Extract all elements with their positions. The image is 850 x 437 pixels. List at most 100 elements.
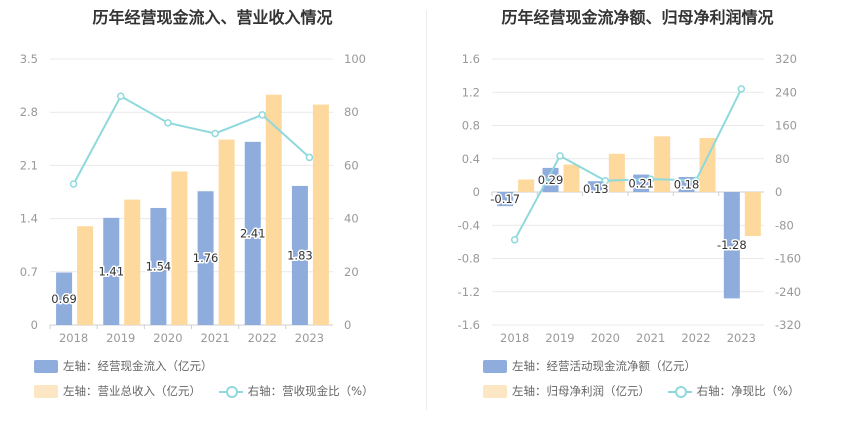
line-point bbox=[601, 177, 610, 185]
legend-line-marker-icon bbox=[218, 385, 243, 398]
left-legend-row-1: 左轴：经营现金流入（亿元） bbox=[34, 358, 227, 376]
bar-blue bbox=[497, 192, 514, 207]
y-right-tick-label: 20 bbox=[344, 265, 359, 279]
x-tick-label: 2018 bbox=[500, 331, 529, 345]
data-label: 0.69 bbox=[51, 292, 77, 306]
data-label: 1.41 bbox=[98, 264, 124, 278]
y-right-tick-label: 0 bbox=[344, 318, 351, 332]
data-label: -1.28 bbox=[717, 238, 747, 252]
x-tick-label: 2020 bbox=[153, 331, 182, 345]
y-right-tick-label: 0 bbox=[775, 185, 782, 199]
bar-blue bbox=[587, 181, 604, 192]
legend-label: 右轴：净现比（%） bbox=[696, 384, 800, 398]
line-series bbox=[72, 94, 311, 185]
y-right-tick-label: 40 bbox=[344, 212, 359, 226]
y-right-tick-label: 320 bbox=[775, 52, 797, 66]
y-left-tick-label: -1.2 bbox=[458, 285, 480, 299]
legend-swatch-orange bbox=[483, 384, 507, 398]
legend-swatch-blue bbox=[34, 359, 58, 373]
line-point bbox=[117, 92, 125, 100]
left-chart-title: 历年经营现金流入、营业收入情况 bbox=[92, 8, 333, 27]
line-point bbox=[211, 129, 219, 138]
bar-orange bbox=[608, 153, 625, 192]
line-point bbox=[510, 236, 519, 244]
y-left-tick-label: -0.4 bbox=[458, 218, 480, 232]
y-right-tick-label: -160 bbox=[775, 252, 801, 266]
line-point bbox=[258, 111, 266, 119]
y-right-tick-label: 240 bbox=[775, 85, 797, 99]
x-tick-label: 2019 bbox=[545, 331, 574, 345]
bar-blue bbox=[542, 167, 559, 192]
line-point bbox=[737, 85, 746, 93]
right-legend-blue[interactable]: 左轴：经营活动现金流净额（亿元） bbox=[483, 358, 696, 374]
data-label-halo: 2.41 bbox=[240, 226, 266, 240]
x-tick-label: 2019 bbox=[106, 331, 135, 345]
bar-orange bbox=[699, 137, 716, 192]
left-chart-panel: 历年经营现金流入、营业收入情况 0 0.7 1.4 2.1 2.8 3.5 0 20 40 60 8… bbox=[20, 8, 374, 399]
y-right-tick-label: 160 bbox=[775, 119, 797, 133]
data-label-halo: 0.21 bbox=[628, 176, 654, 190]
bar-orange bbox=[171, 171, 188, 325]
x-tick-label: 2020 bbox=[591, 331, 620, 345]
data-label: 2.41 bbox=[240, 226, 266, 240]
data-label-halo: 1.83 bbox=[287, 248, 313, 262]
right-legend-row-1: 左轴：经营活动现金流净额（亿元） bbox=[483, 358, 710, 376]
x-tick-label: 2021 bbox=[636, 331, 665, 345]
bar-orange bbox=[265, 94, 282, 325]
x-tick-label: 2022 bbox=[681, 331, 710, 345]
y-left-tick-label: 0.7 bbox=[20, 265, 38, 279]
y-left-tick-label: 3.5 bbox=[20, 52, 38, 66]
x-tick-label: 2021 bbox=[200, 331, 229, 345]
line-point bbox=[556, 152, 564, 160]
data-label-halo: 0.69 bbox=[51, 292, 77, 306]
bar-blue bbox=[244, 141, 261, 325]
bar-orange bbox=[744, 192, 761, 237]
legend-label: 左轴：经营现金流入（亿元） bbox=[63, 359, 213, 373]
left-chart-svg: 0 0.7 1.4 2.1 2.8 3.5 0 20 40 60 80 100 2018 2019 2020… bbox=[20, 52, 366, 345]
y-left-tick-label: 0.8 bbox=[462, 119, 480, 133]
legend-label: 左轴：经营活动现金流净额（亿元） bbox=[512, 359, 696, 373]
left-legend-blue[interactable]: 左轴：经营现金流入（亿元） bbox=[34, 358, 213, 374]
data-label-halo: 1.41 bbox=[98, 264, 124, 278]
data-label: 0.13 bbox=[583, 182, 609, 196]
right-legend-line[interactable]: 右轴：净现比（%） bbox=[667, 383, 800, 399]
y-left-tick-label: 1.6 bbox=[462, 52, 480, 66]
bar-blue bbox=[56, 272, 73, 325]
bar-orange bbox=[312, 104, 329, 325]
right-legend-orange[interactable]: 左轴：归母净利润（亿元） bbox=[483, 383, 650, 399]
y-right-tick-label: 60 bbox=[344, 158, 359, 172]
left-legend-orange[interactable]: 左轴：营业总收入（亿元） bbox=[34, 383, 201, 399]
data-label: 0.29 bbox=[538, 173, 564, 187]
bar-orange bbox=[518, 179, 535, 192]
legend-label: 左轴：归母净利润（亿元） bbox=[512, 384, 650, 398]
bar-blue bbox=[291, 185, 308, 325]
y-left-tick-label: -1.6 bbox=[458, 318, 480, 332]
data-label: 0.18 bbox=[674, 178, 700, 192]
data-label: 1.76 bbox=[193, 251, 219, 265]
y-left-tick-label: 1.2 bbox=[462, 85, 480, 99]
y-left-tick-label: -0.8 bbox=[458, 252, 480, 266]
left-legend-line[interactable]: 右轴：营收现金比（%） bbox=[218, 383, 374, 399]
bar-orange bbox=[563, 164, 580, 192]
y-left-tick-label: 0 bbox=[31, 318, 38, 332]
data-label-halo: 0.29 bbox=[538, 173, 564, 187]
y-left-tick-label: 0.4 bbox=[462, 152, 480, 166]
data-label: 1.54 bbox=[146, 259, 172, 273]
y-left-tick-label: 1.4 bbox=[20, 212, 38, 226]
data-label: 0.21 bbox=[628, 176, 654, 190]
legend-swatch-orange bbox=[34, 384, 58, 398]
bar-blue bbox=[723, 192, 740, 299]
right-chart-title: 历年经营现金流净额、归母净利润情况 bbox=[501, 8, 774, 27]
line-point bbox=[305, 153, 314, 162]
bar-blue bbox=[197, 191, 214, 325]
line-point bbox=[692, 176, 700, 185]
bar-orange bbox=[654, 136, 671, 192]
data-label-halo: -0.17 bbox=[490, 192, 520, 206]
bar-blue bbox=[103, 217, 120, 325]
data-label: 1.83 bbox=[287, 248, 313, 262]
x-tick-label: 2018 bbox=[59, 331, 88, 345]
data-label-halo: -1.28 bbox=[717, 238, 747, 252]
y-left-tick-label: 2.8 bbox=[20, 105, 38, 119]
data-label-halo: 0.13 bbox=[583, 182, 609, 196]
y-right-tick-label: 80 bbox=[775, 152, 790, 166]
